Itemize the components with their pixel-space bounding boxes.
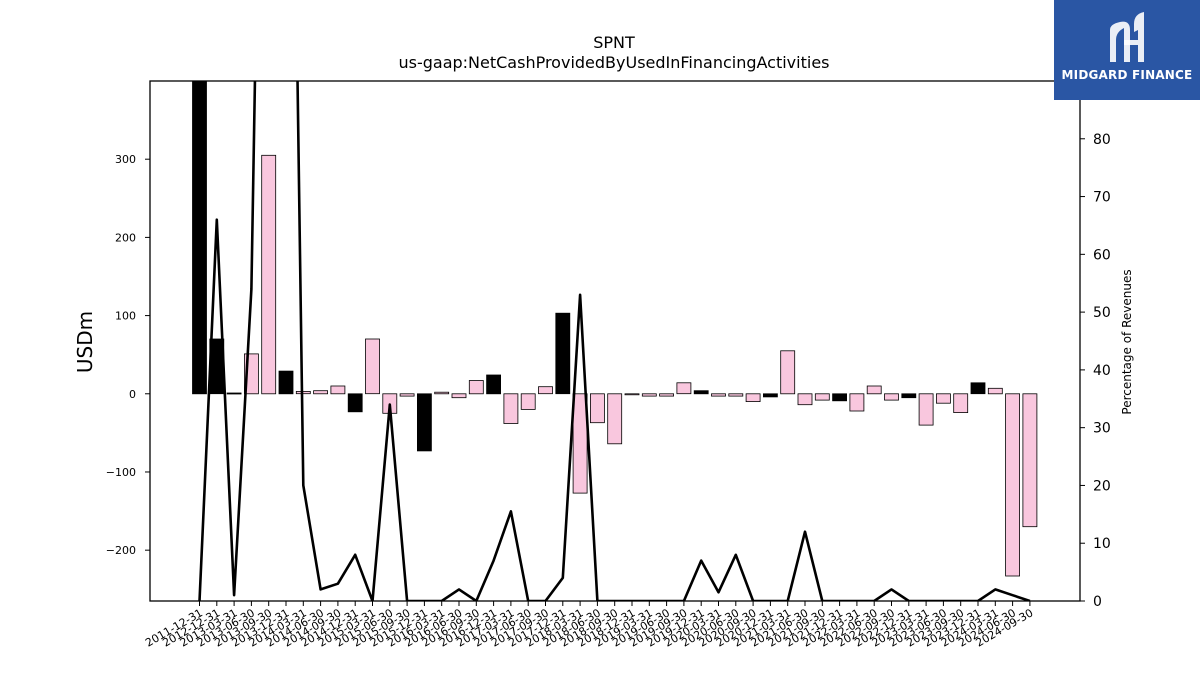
bar-2014-09-30 <box>330 385 346 395</box>
y2-tick-label: 70 <box>1093 190 1111 206</box>
bar-2022-06-30 <box>866 385 882 395</box>
bar-2016-03-31 <box>434 391 450 395</box>
bar-2021-12-31 <box>832 393 847 402</box>
y-tick-label: 0 <box>129 388 136 401</box>
bar-2018-09-30 <box>607 393 623 445</box>
bar-2011-12-31 <box>192 81 207 395</box>
bar-2019-03-31 <box>641 393 657 397</box>
bar-2024-09-30 <box>1022 393 1038 528</box>
bar-2023-09-30 <box>953 393 969 413</box>
bar-2014-06-30 <box>313 390 329 395</box>
bar-2021-06-30 <box>797 393 813 406</box>
y2-tick-label: 0 <box>1093 594 1102 610</box>
bar-2024-03-31 <box>987 387 1003 395</box>
y-tick-label: 100 <box>115 310 136 323</box>
bar-2018-06-30 <box>590 393 605 424</box>
chart-subtitle: us-gaap:NetCashProvidedByUsedInFinancing… <box>398 53 829 72</box>
bar-2015-12-31 <box>416 393 432 452</box>
bar-2016-09-30 <box>468 380 484 395</box>
bar-2017-03-31 <box>503 393 519 424</box>
y-axis-label: USDm <box>73 311 97 373</box>
bar-2018-12-31 <box>624 393 640 396</box>
bar-2023-12-31 <box>970 382 986 395</box>
midgard-logo-icon <box>1110 12 1144 62</box>
bar-2017-06-30 <box>520 393 536 410</box>
midgard-finance-logo: MIDGARD FINANCE <box>1054 0 1200 100</box>
y2-tick-label: 80 <box>1093 132 1111 148</box>
y-tick-label: 200 <box>115 231 136 244</box>
bar-2020-12-31 <box>763 393 778 398</box>
bar-2020-06-30 <box>728 393 744 397</box>
bar-2023-03-31 <box>918 393 934 426</box>
y2-tick-label: 50 <box>1093 305 1111 321</box>
y2-tick-label: 40 <box>1093 363 1111 379</box>
y2-axis-label: Percentage of Revenues <box>1120 269 1134 414</box>
bar-2021-09-30 <box>814 393 830 401</box>
bar-2017-09-30 <box>538 386 553 395</box>
chart-title: SPNT <box>593 33 635 52</box>
bar-2016-06-30 <box>451 393 467 399</box>
axes: −200−1000100200300010203040506070802011-… <box>106 80 1111 650</box>
y-tick-label: −200 <box>106 544 136 557</box>
line-series <box>198 81 1031 601</box>
bar-2022-12-31 <box>901 393 917 399</box>
bar-2019-09-30 <box>676 382 692 395</box>
plot-frame <box>149 80 1081 602</box>
bar-2017-12-31 <box>555 312 571 395</box>
y2-tick-label: 60 <box>1093 247 1111 263</box>
percentage-of-revenues-line <box>198 81 1031 601</box>
bar-2020-03-31 <box>711 393 726 397</box>
bar-2024-06-30 <box>1005 393 1020 577</box>
y-tick-label: −100 <box>106 466 136 479</box>
bar-2019-12-31 <box>693 390 709 395</box>
bar-2016-12-31 <box>486 374 502 395</box>
bar-2019-06-30 <box>659 393 674 397</box>
bar-2021-03-31 <box>780 350 796 395</box>
bar-series <box>192 81 1038 577</box>
bar-2014-12-31 <box>347 393 363 413</box>
logo-text: MIDGARD FINANCE <box>1061 68 1193 82</box>
bar-2020-09-30 <box>745 393 761 402</box>
y2-tick-label: 10 <box>1093 536 1111 552</box>
bar-2013-09-30 <box>261 154 277 395</box>
bar-2022-03-31 <box>849 393 865 412</box>
bar-2023-06-30 <box>936 393 951 404</box>
y2-tick-label: 20 <box>1093 478 1111 494</box>
y-tick-label: 300 <box>115 153 136 166</box>
bar-2015-03-31 <box>365 338 380 395</box>
bar-2013-03-31 <box>226 392 242 395</box>
bar-2013-12-31 <box>278 370 294 395</box>
bar-2018-03-31 <box>572 393 588 494</box>
y2-tick-label: 30 <box>1093 421 1111 437</box>
bar-2022-09-30 <box>884 393 899 401</box>
bar-2014-03-31 <box>295 390 311 395</box>
bar-2015-09-30 <box>399 393 415 397</box>
